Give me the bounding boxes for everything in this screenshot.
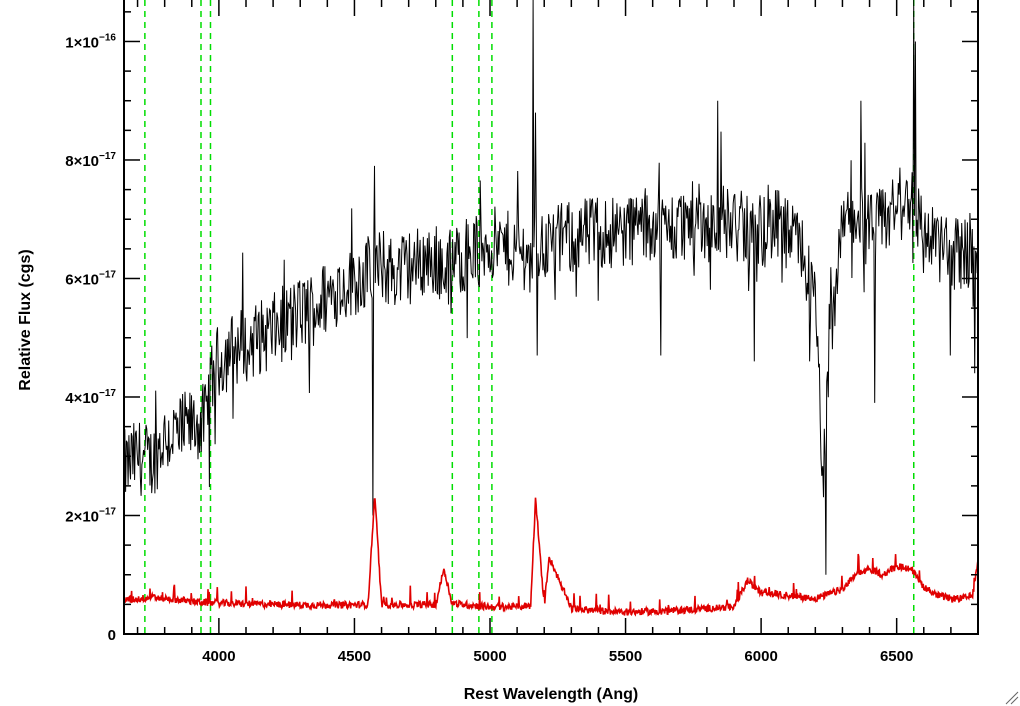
x-tick-label: 5500 <box>609 648 642 665</box>
x-tick-label: 4000 <box>202 648 235 665</box>
y-tick-label: 0 <box>108 627 116 644</box>
plot-frame <box>123 0 979 635</box>
series-line-model <box>123 497 979 617</box>
x-tick-label: 6000 <box>744 648 777 665</box>
y-tick-label: 1×10−16 <box>65 32 116 51</box>
series-model-spectrum <box>123 497 979 617</box>
emission-line-markers <box>144 0 915 634</box>
y-tick-label: 4×10−17 <box>65 388 116 407</box>
series-line-observed <box>123 0 979 575</box>
y-axis-label: Relative Flux (cgs) <box>17 249 34 390</box>
y-axis-ticks: 0 2×10−17 4×10−17 6×10−17 8×10−17 1×10−16 <box>65 11 978 644</box>
x-axis-ticks: 4000 4500 5000 5500 6000 6500 <box>136 0 979 665</box>
resize-grip-icon <box>1005 691 1019 705</box>
x-tick-label: 6500 <box>880 648 913 665</box>
x-axis-label: Rest Wavelength (Ang) <box>464 686 639 703</box>
y-tick-label: 2×10−17 <box>65 506 116 525</box>
x-tick-label: 5000 <box>473 648 506 665</box>
series-observed-spectrum <box>123 0 979 575</box>
y-tick-label: 8×10−17 <box>65 151 116 170</box>
y-tick-label: 6×10−17 <box>65 269 116 288</box>
x-tick-label: 4500 <box>338 648 371 665</box>
